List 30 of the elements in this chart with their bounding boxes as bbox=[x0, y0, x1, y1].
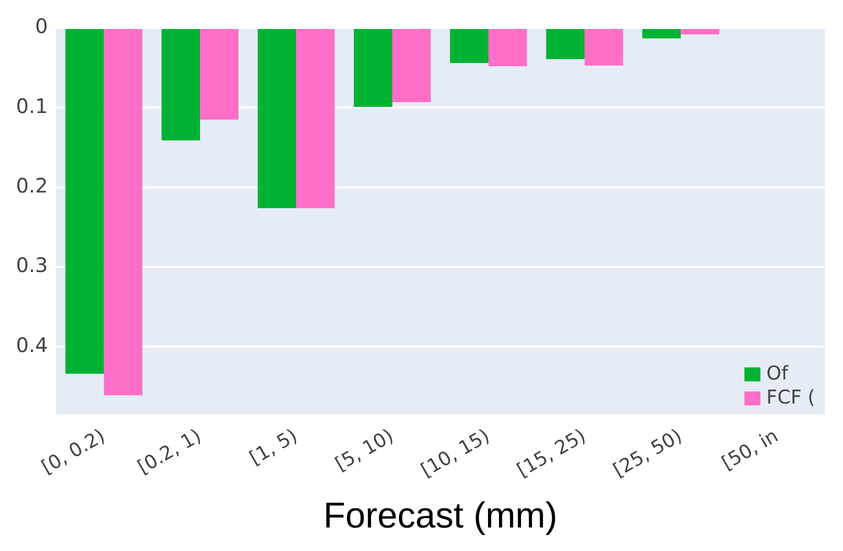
y-tick-label: 0.1 bbox=[16, 94, 48, 118]
y-tick-label: 0.4 bbox=[16, 332, 48, 357]
x-axis-title: Forecast (mm) bbox=[323, 494, 558, 536]
bar bbox=[200, 29, 238, 120]
x-tick-label: [50, in bbox=[718, 424, 782, 474]
x-tick-label: [10, 15) bbox=[417, 424, 494, 482]
y-tick-label: 0 bbox=[35, 14, 48, 38]
y-tick-label: 0.3 bbox=[16, 253, 48, 278]
x-tick-label: [15, 25) bbox=[513, 424, 590, 482]
bar bbox=[162, 29, 200, 140]
x-tick-label: [1, 5) bbox=[246, 424, 302, 470]
bar bbox=[584, 29, 624, 66]
x-tick-label: [25, 50) bbox=[610, 424, 686, 482]
bar bbox=[642, 29, 681, 38]
bar bbox=[104, 29, 142, 396]
x-tick-label: [0.2, 1) bbox=[134, 424, 205, 479]
bar bbox=[65, 29, 104, 374]
legend-label: Of bbox=[766, 362, 790, 384]
bar bbox=[354, 29, 392, 107]
bar bbox=[680, 29, 720, 34]
x-tick-label: [5, 10) bbox=[332, 424, 398, 476]
legend-label: FCF ( bbox=[766, 386, 815, 408]
bar bbox=[546, 29, 585, 60]
bar bbox=[258, 29, 296, 208]
bar bbox=[296, 29, 335, 208]
y-tick-label: 0.2 bbox=[16, 174, 48, 198]
bar bbox=[392, 29, 431, 102]
x-tick-label: [0, 0.2) bbox=[38, 424, 109, 479]
bar bbox=[450, 29, 488, 64]
bar bbox=[488, 29, 527, 66]
